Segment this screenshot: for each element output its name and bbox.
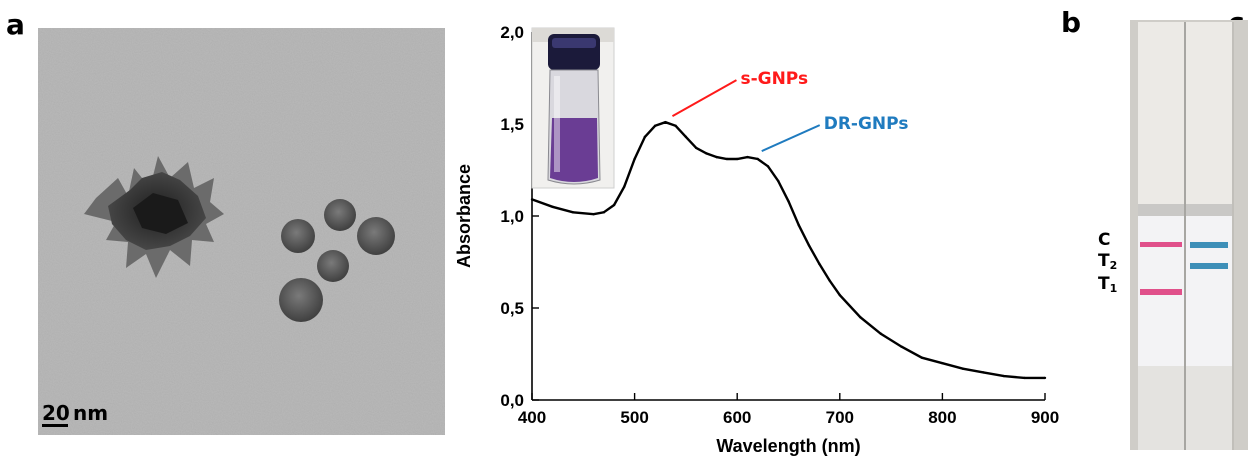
spherical-nanoparticles [279, 199, 395, 322]
data-point [612, 203, 616, 207]
data-point [592, 212, 595, 216]
data-point [602, 211, 606, 214]
data-point [736, 157, 739, 161]
scale-bar-unit: nm [66, 401, 108, 425]
data-point [1043, 376, 1047, 380]
series-points [530, 120, 1047, 380]
x-tick-label: 900 [1031, 408, 1059, 427]
desert-rose-nanoparticle [84, 156, 224, 278]
data-point [982, 371, 985, 374]
scale-bar-number: 20 [42, 401, 70, 425]
lane-label-t2: T2 [1098, 251, 1118, 273]
t2-line-right [1190, 263, 1228, 269]
data-point [859, 316, 862, 319]
panel-b-label: b [1061, 6, 1082, 39]
data-point [1023, 376, 1026, 380]
lane-label-t1: T1 [1098, 274, 1118, 296]
panel-a-label: a [6, 8, 25, 41]
data-point [787, 200, 790, 203]
lateral-flow-strips-photo [1130, 20, 1248, 450]
t1-line-left [1140, 289, 1182, 295]
data-point [828, 279, 831, 282]
strip-left [1138, 22, 1184, 450]
y-axis-title: Absorbance [454, 164, 474, 268]
data-point [746, 155, 749, 159]
data-point [664, 120, 667, 124]
data-point [705, 152, 708, 155]
nanoparticle [357, 217, 395, 255]
data-point [920, 356, 924, 359]
lane-label-control: C [1098, 230, 1111, 250]
y-tick-label: 2,0 [500, 23, 524, 42]
control-line-right [1190, 242, 1228, 248]
data-point [797, 224, 800, 227]
nanoparticle [317, 250, 349, 282]
x-tick-label: 800 [928, 408, 956, 427]
nanoparticle [281, 219, 315, 253]
data-point [551, 205, 554, 208]
y-tick-label: 1,0 [500, 207, 524, 226]
strip-right [1186, 22, 1232, 450]
data-point [879, 332, 883, 335]
annotation-leader-line [761, 124, 821, 153]
annotation-label: s-GNPs [740, 69, 808, 89]
x-axis-title: Wavelength (nm) [716, 436, 860, 456]
data-point [941, 362, 944, 365]
x-tick-label: 400 [518, 408, 546, 427]
data-point [623, 185, 626, 188]
data-point [818, 262, 821, 266]
annotation-label: DR-GNPs [824, 114, 909, 134]
data-point [530, 198, 534, 201]
data-point [715, 155, 718, 159]
nanoparticle [279, 278, 323, 322]
data-point [900, 345, 903, 348]
data-point [694, 146, 698, 150]
data-point [807, 244, 811, 247]
peak-annotations: s-GNPs DR-GNPs [671, 69, 909, 153]
data-point [653, 124, 657, 128]
y-tick-label: 0,0 [500, 391, 524, 410]
tem-micrograph: 20 nm [38, 28, 445, 435]
absorbance-chart: 0,0 0,5 1,0 1,5 2,0 400 500 600 700 800 900 Wavel… [454, 23, 1059, 456]
data-point [643, 135, 647, 139]
x-tick-label: 500 [620, 408, 648, 427]
data-point [777, 179, 780, 183]
scale-bar: 20 nm [42, 401, 108, 427]
absorbance-series-line [531, 120, 1045, 380]
data-point [725, 157, 729, 161]
nanoparticle [324, 199, 356, 231]
x-axis: 400 500 600 700 800 900 [518, 393, 1059, 427]
data-point [571, 211, 575, 214]
data-point [633, 157, 636, 161]
x-tick-label: 600 [723, 408, 751, 427]
data-point [838, 293, 841, 297]
vial-photo-inset [531, 27, 615, 189]
y-tick-label: 1,5 [500, 115, 524, 134]
data-point [961, 367, 965, 370]
data-point [756, 157, 759, 161]
annotation-leader-line [671, 79, 737, 118]
data-point [1002, 374, 1006, 378]
data-point [766, 165, 770, 168]
control-line-left [1140, 242, 1182, 247]
x-tick-label: 700 [826, 408, 854, 427]
y-tick-label: 0,5 [500, 299, 524, 318]
data-point [684, 135, 688, 139]
data-point [674, 124, 677, 128]
y-axis: 0,0 0,5 1,0 1,5 2,0 [500, 23, 539, 410]
